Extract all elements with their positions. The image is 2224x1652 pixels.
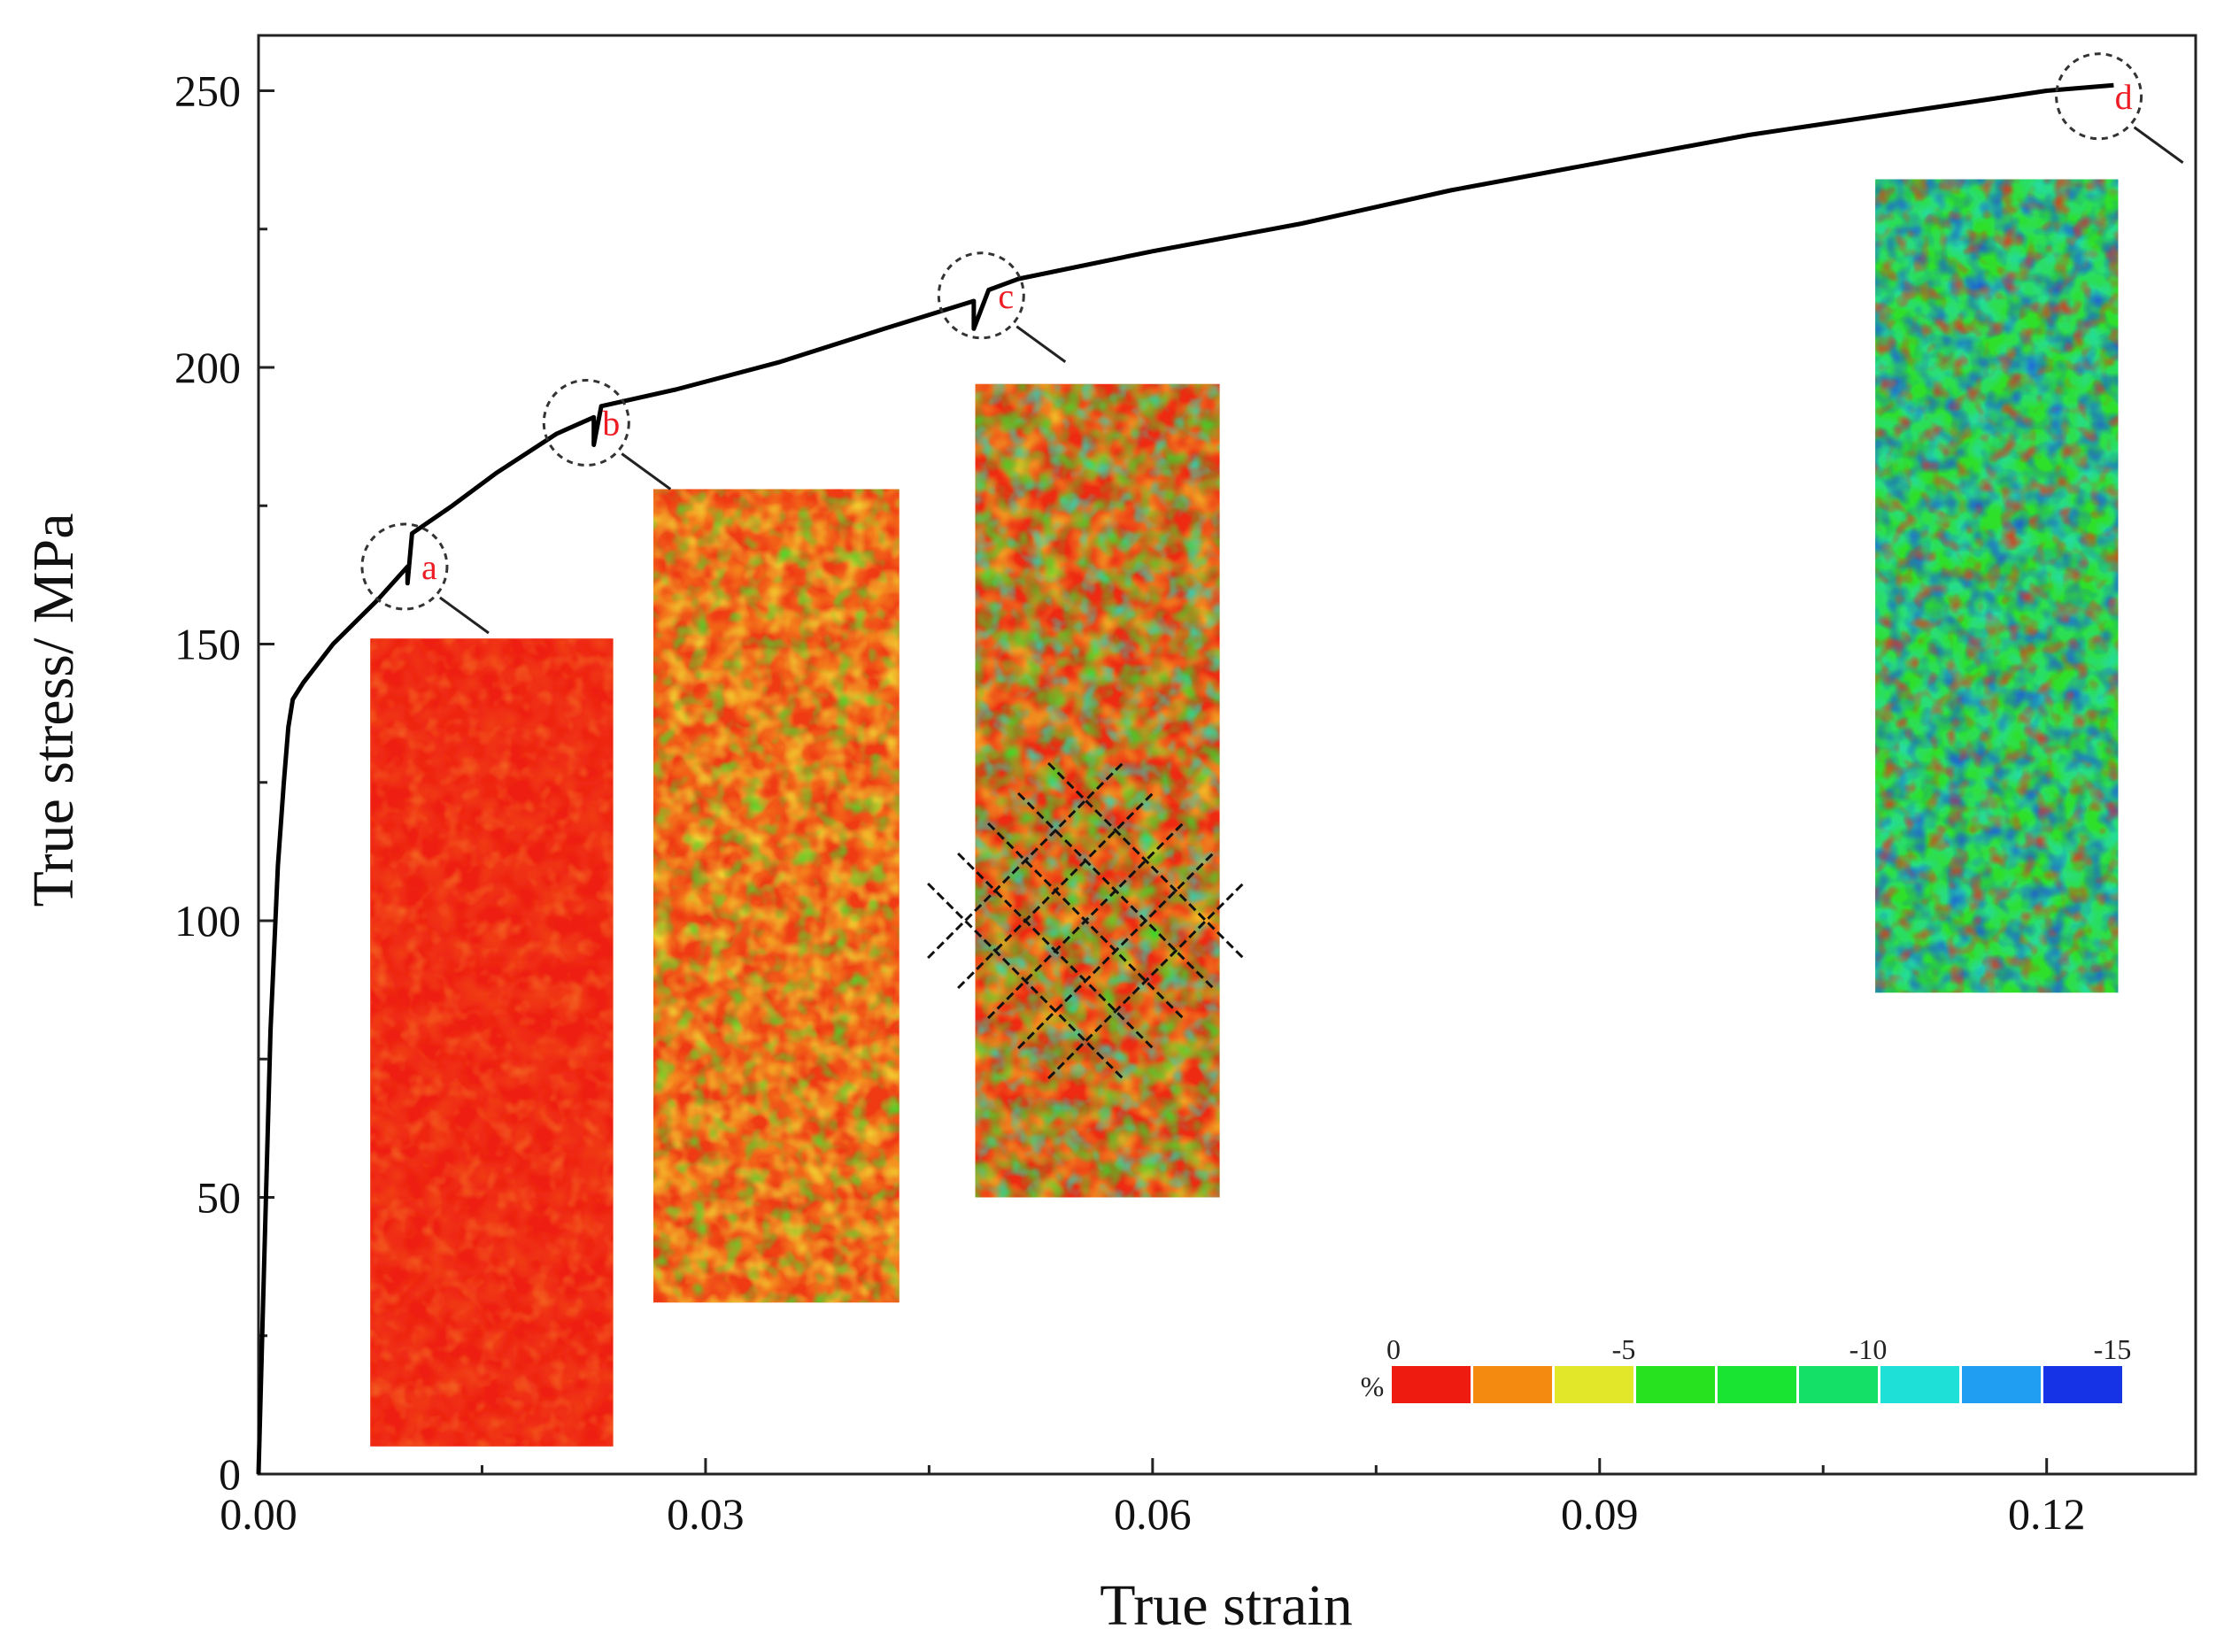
y-axis-title: True stress/ MPa — [21, 513, 86, 907]
marker-circle-a — [360, 522, 449, 611]
strain-map-d-layer-3 — [1875, 179, 2119, 993]
strain-map-b-layer-3 — [653, 489, 900, 1303]
series — [256, 82, 2114, 1475]
marker-label-a: a — [421, 547, 437, 587]
plot-frame — [257, 34, 2197, 1476]
band-diag-a-3 — [1017, 791, 1215, 990]
x-tick-label-2: 0.06 — [1114, 1489, 1192, 1539]
colorbar-swatch-1 — [1473, 1366, 1552, 1403]
band-diag-b-3 — [1017, 852, 1215, 1050]
colorbar-label-0: 0 — [1386, 1333, 1401, 1365]
x-tick-label-3: 0.09 — [1561, 1489, 1639, 1539]
strain-map-d — [1875, 126, 2184, 993]
leader-line-c — [1015, 325, 1067, 363]
strain-maps — [370, 126, 2184, 1447]
strain-map-b — [621, 452, 900, 1303]
strain-map-a — [370, 596, 614, 1447]
colorbar-swatch-8 — [2043, 1366, 2122, 1403]
band-diag-a-0 — [927, 882, 1124, 1080]
colorbar-swatch-7 — [1962, 1366, 2041, 1403]
band-diag-b-4 — [1047, 882, 1245, 1080]
colorbar-label-2: -10 — [1849, 1333, 1888, 1365]
strain-map-a-layer-2 — [370, 638, 614, 1447]
y-tick-label-5: 250 — [174, 66, 241, 116]
y-tick-label-1: 50 — [197, 1173, 241, 1223]
x-tick-label-4: 0.12 — [2008, 1489, 2086, 1539]
colorbar: 0 -5 -10 -15% — [1361, 1333, 2132, 1403]
shear-band-crosses — [927, 761, 1245, 1080]
leader-line-d — [2133, 126, 2184, 164]
colorbar-unit: % — [1361, 1370, 1385, 1402]
axes: 0.00 0.03 0.06 0.09 0.12 0 50 100 150 200 250 — [174, 66, 2085, 1540]
leader-line-a — [439, 596, 490, 635]
x-axis-title: True strain — [1100, 1573, 1352, 1638]
colorbar-swatch-3 — [1636, 1366, 1715, 1403]
colorbar-swatch-2 — [1555, 1366, 1633, 1403]
marker-label-d: d — [2115, 77, 2133, 117]
band-diag-b-2 — [987, 822, 1185, 1020]
y-tick-label-2: 100 — [174, 896, 241, 946]
colorbar-swatch-0 — [1392, 1366, 1471, 1403]
band-diag-a-4 — [1047, 761, 1245, 960]
band-diag-b-0 — [927, 761, 1124, 960]
x-tick-label-1: 0.03 — [667, 1489, 745, 1539]
series-line-0 — [256, 82, 2114, 1475]
marker-circle-c — [937, 251, 1025, 340]
y-tick-label-0: 0 — [219, 1449, 241, 1499]
marker-circle-b — [542, 379, 630, 467]
y-tick-label-3: 150 — [174, 620, 241, 669]
colorbar-swatch-6 — [1880, 1366, 1959, 1403]
strain-map-c — [975, 325, 1220, 1198]
y-tick-label-4: 200 — [174, 343, 241, 392]
leader-line-b — [621, 452, 672, 490]
colorbar-swatch-5 — [1799, 1366, 1878, 1403]
x-tick-label-0: 0.00 — [220, 1489, 297, 1539]
colorbar-label-1: -5 — [1612, 1333, 1636, 1365]
marker-label-c: c — [998, 276, 1014, 316]
colorbar-label-3: -15 — [2094, 1333, 2132, 1365]
colorbar-swatch-4 — [1718, 1366, 1796, 1403]
point-markers: a b c d — [360, 52, 2143, 611]
marker-label-b: b — [602, 404, 620, 444]
strain-map-c-layer-3 — [975, 383, 1220, 1198]
marker-circle-d — [2055, 52, 2143, 141]
